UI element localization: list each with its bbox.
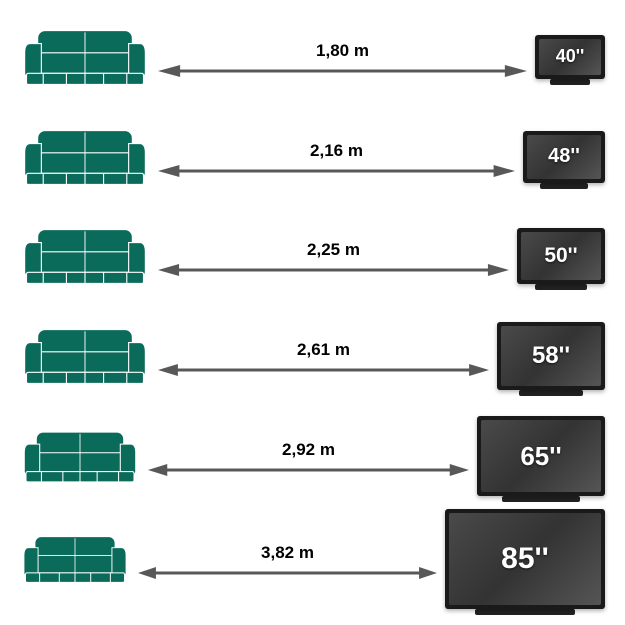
sofa-icon (20, 427, 140, 487)
tv-screen: 58'' (501, 326, 601, 386)
tv: 50'' (517, 228, 605, 290)
tv-size-label: 48'' (548, 145, 580, 168)
tv-screen: 85'' (449, 513, 601, 605)
arrow-line (138, 565, 437, 581)
tv-screen: 40'' (539, 39, 601, 75)
arrow-section: 2,25 m (150, 240, 517, 278)
tv-screen: 65'' (481, 420, 601, 492)
distance-arrow-icon (158, 362, 489, 378)
distance-label: 2,16 m (310, 141, 363, 161)
tv-stand (535, 79, 605, 85)
sofa (20, 427, 140, 492)
arrow-section: 2,61 m (150, 340, 497, 378)
arrow-section: 3,82 m (130, 543, 445, 581)
tv-size-label: 58'' (532, 342, 570, 370)
tv-frame: 40'' (535, 35, 605, 79)
distance-row: 2,25 m 50'' (20, 210, 605, 310)
sofa-icon (20, 532, 130, 587)
distance-arrow-icon (158, 163, 515, 179)
arrow-section: 1,80 m (150, 41, 535, 79)
tv-frame: 48'' (523, 131, 605, 183)
distance-arrow-icon (158, 262, 509, 278)
tv: 48'' (523, 131, 605, 189)
tv: 65'' (477, 416, 605, 502)
tv-frame: 85'' (445, 509, 605, 609)
arrow-section: 2,16 m (150, 141, 523, 179)
sofa-icon (20, 25, 150, 90)
arrow-line (158, 362, 489, 378)
distance-row: 2,92 m 65'' (20, 409, 605, 509)
arrow-line (158, 262, 509, 278)
arrow-line (158, 163, 515, 179)
sofa-icon (20, 324, 150, 389)
tv-stand (445, 609, 605, 615)
sofa (20, 224, 150, 294)
distance-arrow-icon (138, 565, 437, 581)
tv: 58'' (497, 322, 605, 396)
tv: 85'' (445, 509, 605, 615)
distance-arrow-icon (148, 462, 469, 478)
sofa (20, 125, 150, 195)
tv-frame: 65'' (477, 416, 605, 496)
distance-arrow-icon (158, 63, 527, 79)
distance-label: 1,80 m (316, 41, 369, 61)
distance-row: 3,82 m 85'' (20, 509, 605, 615)
sofa (20, 25, 150, 95)
distance-row: 2,61 m 58'' (20, 309, 605, 409)
sofa (20, 324, 150, 394)
tv-size-label: 40'' (556, 46, 585, 67)
tv-screen: 48'' (527, 135, 601, 179)
tv-frame: 58'' (497, 322, 605, 390)
arrow-line (158, 63, 527, 79)
distance-label: 3,82 m (261, 543, 314, 563)
tv-frame: 50'' (517, 228, 605, 284)
tv-stand (497, 390, 605, 396)
distance-label: 2,92 m (282, 440, 335, 460)
distance-label: 2,61 m (297, 340, 350, 360)
arrow-section: 2,92 m (140, 440, 477, 478)
distance-label: 2,25 m (307, 240, 360, 260)
sofa-icon (20, 125, 150, 190)
tv-screen: 50'' (521, 232, 601, 280)
arrow-line (148, 462, 469, 478)
distance-row: 1,80 m 40'' (20, 10, 605, 110)
tv-size-label: 50'' (544, 244, 577, 268)
tv-stand (477, 496, 605, 502)
tv-stand (523, 183, 605, 189)
tv: 40'' (535, 35, 605, 85)
sofa-icon (20, 224, 150, 289)
tv-size-label: 85'' (501, 542, 549, 576)
tv-size-label: 65'' (520, 441, 561, 472)
distance-row: 2,16 m 48'' (20, 110, 605, 210)
sofa (20, 532, 130, 592)
tv-stand (517, 284, 605, 290)
